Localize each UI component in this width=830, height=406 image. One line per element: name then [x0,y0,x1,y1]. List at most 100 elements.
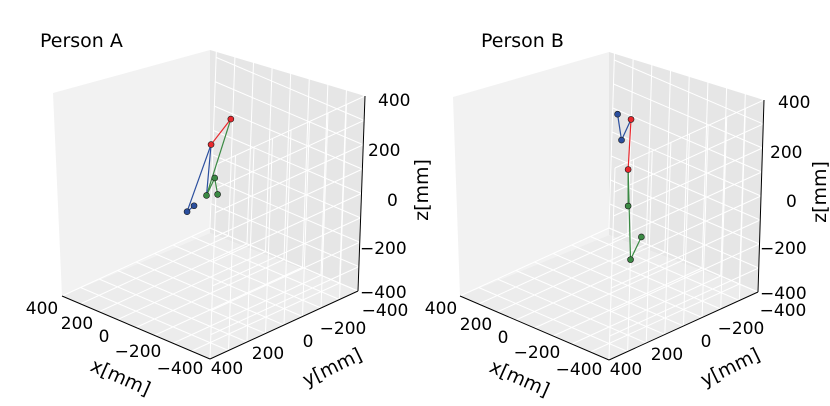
gridline [214,168,363,238]
z-tick-label: 400 [778,93,810,113]
bone-blue [205,144,212,196]
gridline [608,35,616,229]
x-axis-line [61,295,211,360]
bone-blue [620,119,632,141]
gridline [339,104,347,300]
z-axis-line [357,95,366,292]
gridline [478,235,628,305]
bone-red [627,119,632,170]
joint-l-hip [183,208,191,216]
bone-green [629,236,642,260]
joint-l-shoulder [614,110,621,118]
gridline [80,235,229,305]
grid [459,35,765,361]
y-tick-label: 200 [651,345,683,365]
x-tick-label: 400 [425,299,457,319]
gridline [61,227,211,297]
joint-r-hip [203,192,210,199]
z-tick-label: 0 [786,192,797,212]
skeleton-bones [616,114,642,260]
y-tick-label: −200 [718,319,765,339]
gridline [497,243,647,313]
y-tick-label: −400 [362,301,409,321]
gridline [228,40,236,236]
gridline [613,147,763,217]
z-tick-label: −200 [360,239,407,259]
gridline [590,236,740,301]
gridline [215,81,364,146]
joint-neck [207,141,215,148]
gridline [215,144,364,214]
joint-l-knee [190,202,198,210]
chart-title: Person A [40,30,123,52]
y-tick-label: −200 [320,319,367,339]
gridline [209,32,218,229]
gridline [738,108,746,301]
y-tick-label: 0 [701,332,712,352]
gridline [216,95,366,165]
gridline [611,131,762,197]
tick-labels: 400 200 0 −200 −400 −400 −200 0 200 400 … [425,93,811,380]
x-axis-line [459,295,610,361]
bone-green [627,169,632,260]
skeleton-joints [183,115,235,216]
gridline [611,195,762,265]
gridline [720,116,728,310]
z-tick-label: 200 [770,143,802,163]
gridline [213,193,362,262]
joint-head [227,115,235,123]
z-tick-label: 200 [368,141,400,161]
z-tick-label: 400 [378,91,410,111]
joint-neck [624,166,632,173]
gridline [216,32,366,97]
gridline [117,251,266,321]
x-tick-label: 400 [26,299,58,319]
joint-r-knee [627,256,634,263]
x-tick-label: 200 [61,314,93,334]
x-tick-label: 0 [498,328,509,348]
gridline [614,59,764,125]
gridline [612,171,762,241]
gridline [98,243,248,313]
gridline [214,105,363,170]
y-tick-label: 0 [303,332,314,352]
y-tick-label: 400 [211,359,243,379]
gridline [215,56,365,121]
gridline [614,123,764,193]
tick-labels: 400 200 0 −200 −400 −400 −200 0 200 400 … [26,91,411,379]
gridline [135,261,285,326]
gridline [154,253,303,317]
z-axis-label: z[mm] [809,161,830,223]
x-tick-label: 200 [460,315,492,335]
chart-title: Person B [481,30,564,52]
subplot-person-b: Person B 400 200 0 −200 −400 −400 −200 0… [425,30,830,401]
x-tick-label: −200 [514,343,561,363]
y-tick-label: 400 [610,360,642,380]
gridline [172,244,322,309]
joint-head [627,116,635,123]
joint-r-hip [624,202,632,210]
joint-r-ankle [638,233,645,241]
gridline [213,130,362,194]
x-tick-label: −200 [115,342,162,362]
gridline [614,35,765,101]
z-tick-label: 0 [387,191,398,211]
gridline [612,107,762,173]
x-tick-label: 0 [99,327,110,347]
gridline [664,59,672,253]
gridline [215,119,365,189]
gridline [608,227,759,293]
x-tick-label: −400 [556,360,603,380]
gridline [613,83,763,149]
gridline [265,56,273,252]
joint-r-ankle [214,191,221,198]
z-tick-label: −200 [760,239,807,259]
gridline [209,227,359,292]
gridline [246,48,255,244]
pane-left-wall [453,52,609,296]
y-tick-label: −400 [760,301,807,321]
pane-floor [460,235,758,360]
bone-blue [616,114,623,141]
joint-l-elbow [618,136,625,144]
